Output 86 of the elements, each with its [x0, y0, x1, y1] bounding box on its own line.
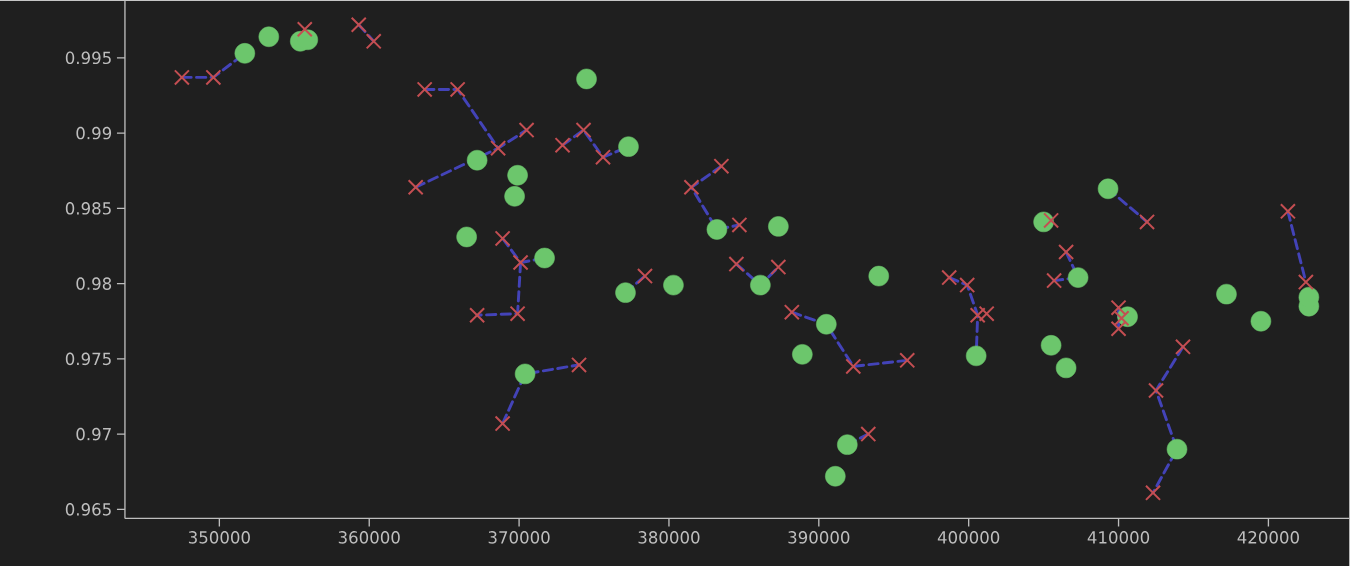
point [576, 68, 597, 89]
point [783, 303, 800, 321]
x-tick-label: 390000 [788, 530, 850, 544]
point [594, 148, 612, 166]
point [504, 185, 525, 207]
point [868, 265, 889, 287]
point [663, 274, 684, 296]
point [1216, 283, 1237, 305]
point [1166, 438, 1188, 460]
point [469, 306, 486, 324]
point [258, 26, 280, 47]
point [296, 21, 313, 38]
point [1067, 267, 1089, 288]
point [466, 149, 488, 171]
point [713, 157, 730, 175]
point [965, 345, 987, 366]
point [173, 69, 190, 86]
point [507, 164, 528, 186]
x-tick-label: 420000 [1237, 530, 1299, 544]
x-tick-label: 410000 [1087, 530, 1150, 544]
x-tick-label: 370000 [488, 530, 550, 544]
point [706, 219, 728, 240]
point [1144, 484, 1162, 501]
point [816, 313, 837, 335]
point [518, 121, 535, 138]
point [449, 81, 466, 98]
y-tick-label: 0.995 [65, 51, 111, 64]
point [575, 121, 592, 138]
x-tick-label: 400000 [937, 530, 1000, 544]
point [959, 276, 976, 293]
x-tick-label: 360000 [338, 530, 400, 544]
point [1138, 213, 1156, 230]
point [969, 306, 986, 324]
point [234, 42, 256, 64]
point [509, 305, 526, 322]
point [845, 358, 862, 375]
point [899, 352, 916, 369]
point [825, 465, 846, 487]
point [554, 136, 571, 153]
point [750, 274, 771, 296]
point [205, 69, 222, 86]
point [860, 425, 877, 442]
y-tick-label: 0.97 [76, 427, 111, 441]
point [1046, 272, 1063, 289]
point [1040, 334, 1062, 356]
point [1097, 178, 1119, 199]
point [770, 258, 787, 275]
point [792, 343, 813, 365]
x-tick-label: 350000 [188, 530, 250, 544]
point [683, 179, 700, 196]
point [978, 305, 995, 322]
point [1174, 338, 1192, 355]
point [731, 216, 748, 233]
point [1110, 299, 1127, 316]
point [514, 363, 536, 384]
point [512, 254, 529, 271]
point [365, 33, 382, 50]
point [350, 16, 367, 33]
point [1110, 320, 1127, 337]
point [1058, 243, 1075, 260]
x-tick-label: 380000 [638, 530, 700, 544]
point [1297, 273, 1314, 290]
y-tick-label: 0.975 [65, 352, 111, 365]
y-tick-label: 0.98 [76, 277, 112, 290]
point [1147, 382, 1165, 399]
point [407, 179, 424, 196]
point [1250, 310, 1272, 332]
point [941, 269, 958, 286]
point [534, 247, 555, 269]
y-tick-label: 0.985 [65, 201, 111, 215]
point [494, 415, 511, 432]
point [728, 255, 745, 272]
point [570, 356, 588, 373]
point [618, 136, 639, 157]
point [768, 216, 789, 237]
point [1055, 357, 1077, 378]
point [494, 230, 511, 247]
point [1279, 203, 1296, 220]
y-tick-label: 0.965 [65, 502, 111, 516]
point [615, 282, 636, 303]
point [636, 267, 654, 284]
point [456, 226, 477, 247]
y-tick-label: 0.99 [76, 126, 112, 140]
point [837, 434, 858, 455]
point [490, 139, 507, 156]
point [416, 81, 433, 98]
